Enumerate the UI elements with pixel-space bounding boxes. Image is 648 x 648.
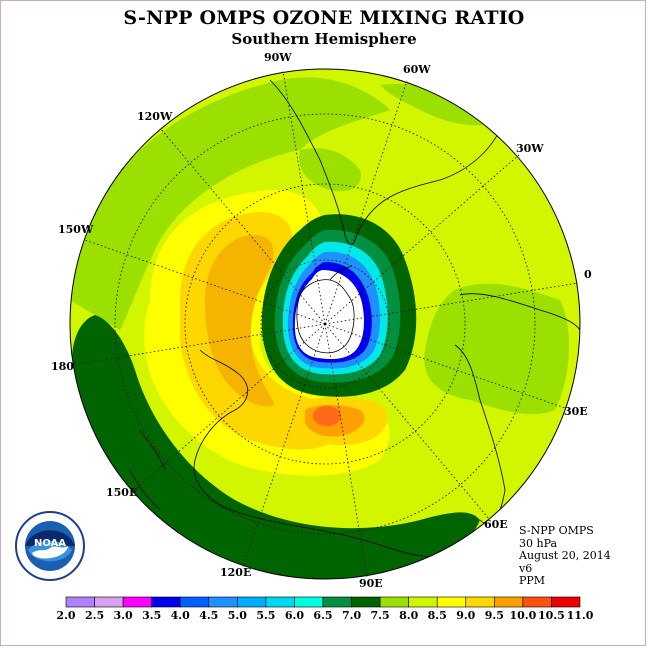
green-patch-south-america <box>299 148 361 192</box>
lon-label-60e: 60E <box>484 518 508 531</box>
colorbar-tick-label: 8.0 <box>399 609 418 622</box>
map-subtitle: Southern Hemisphere <box>231 30 417 48</box>
lon-label-90e: 90E <box>359 577 383 590</box>
lon-label-30e: 30E <box>564 405 588 418</box>
red-orange-maximum <box>313 406 341 426</box>
colorbar-tick-label: 9.0 <box>456 609 475 622</box>
colorbar-swatch <box>208 596 238 608</box>
colorbar-tick-label: 10.5 <box>538 609 565 622</box>
australia-coast <box>193 349 451 558</box>
colorbar-tick-label: 11.0 <box>567 609 594 622</box>
colorbar-swatch <box>94 596 124 608</box>
noaa-logo: NOAA <box>15 511 85 581</box>
colorbar-tick-label: 7.0 <box>342 609 361 622</box>
meridian-120w <box>159 127 326 325</box>
colorbar-swatch <box>322 596 352 608</box>
colorbar-tick-label: 3.0 <box>114 609 133 622</box>
latitude-circle-30s <box>114 113 536 535</box>
colorbar-tick-label: 9.5 <box>485 609 504 622</box>
colorbar-tick-label: 5.5 <box>256 609 275 622</box>
meridian-180 <box>71 323 326 366</box>
lon-label-120w: 120W <box>137 110 173 123</box>
colorbar-tick-label: 4.5 <box>199 609 218 622</box>
colorbar-swatch <box>379 596 409 608</box>
green-patch-top <box>380 84 500 126</box>
colorbar-swatch <box>65 596 95 608</box>
colorbar-swatch <box>237 596 267 608</box>
dark-green-band-pacific <box>72 315 480 579</box>
colorbar-swatch <box>151 596 181 608</box>
instrument-label: S-NPP OMPS <box>519 524 594 537</box>
meridian-60e <box>324 323 491 521</box>
lon-label-0: 0 <box>584 268 592 281</box>
lon-label-150e: 150E <box>106 486 137 499</box>
colorbar-swatch <box>551 596 581 608</box>
colorbar-tick-label: 5.0 <box>228 609 247 622</box>
colorbar-swatch <box>265 596 295 608</box>
meridian-150e <box>129 323 326 495</box>
colorbar-swatch <box>494 596 524 608</box>
map-title: S-NPP OMPS OZONE MIXING RATIO <box>123 7 525 29</box>
colorbar-swatch <box>522 596 552 608</box>
colorbar-tick-label: 6.0 <box>285 609 304 622</box>
colorbar: 2.0 2.5 3.0 3.5 4.0 4.5 5.0 5.5 6.0 6.5 7.0 7.5 8.0 8… <box>56 596 594 622</box>
meridian-90w <box>282 70 326 325</box>
antarctic-peninsula <box>329 265 353 281</box>
colorbar-swatch <box>408 596 438 608</box>
meridian-0 <box>324 282 579 325</box>
meridian-60w <box>324 80 408 325</box>
colorbar-tick-label: 2.5 <box>85 609 104 622</box>
observation-date: August 20, 2014 <box>519 549 611 562</box>
colorbar-swatch <box>465 596 495 608</box>
colorbar-swatch <box>179 596 210 608</box>
lon-label-180: 180 <box>51 360 74 373</box>
colorbar-swatch <box>351 596 381 608</box>
map-boundary <box>69 68 581 580</box>
units-label: PPM <box>519 574 546 587</box>
colorbar-tick-label: 10.0 <box>509 609 536 622</box>
colorbar-tick-label: 6.5 <box>313 609 332 622</box>
meridian-90e <box>324 323 368 578</box>
meridian-120e <box>242 323 326 568</box>
lon-label-150w: 150W <box>58 223 94 236</box>
colorbar-swatch <box>294 596 324 608</box>
colorbar-tick-label: 4.0 <box>171 609 190 622</box>
colorbar-tick-label: 7.5 <box>371 609 390 622</box>
map-fill-layer <box>70 69 580 579</box>
lon-label-30w: 30W <box>516 142 544 155</box>
lon-label-60w: 60W <box>403 63 431 76</box>
product-info: S-NPP OMPS 30 hPa August 20, 2014 v6 PPM <box>519 524 611 588</box>
pressure-level: 30 hPa <box>519 536 558 550</box>
colorbar-swatch <box>122 596 152 608</box>
antarctic-polar-cap <box>294 270 364 360</box>
latitude-circle-70s <box>260 259 390 389</box>
green-patch-africa <box>424 283 570 415</box>
new-zealand-coast <box>129 429 166 511</box>
lon-label-90w: 90W <box>264 51 292 64</box>
meridian-30w <box>324 153 521 325</box>
graticule <box>71 70 579 578</box>
version-label: v6 <box>519 561 533 575</box>
south-america-coast <box>269 79 501 245</box>
colorbar-tick-label: 2.0 <box>56 609 75 622</box>
colorbar-swatch <box>436 596 467 608</box>
noaa-logo-text: NOAA <box>34 538 66 549</box>
colorbar-tick-label: 3.5 <box>142 609 161 622</box>
latitude-circle-50s <box>184 183 466 465</box>
colorbar-tick-label: 8.5 <box>428 609 447 622</box>
lon-label-120e: 120E <box>220 566 251 579</box>
